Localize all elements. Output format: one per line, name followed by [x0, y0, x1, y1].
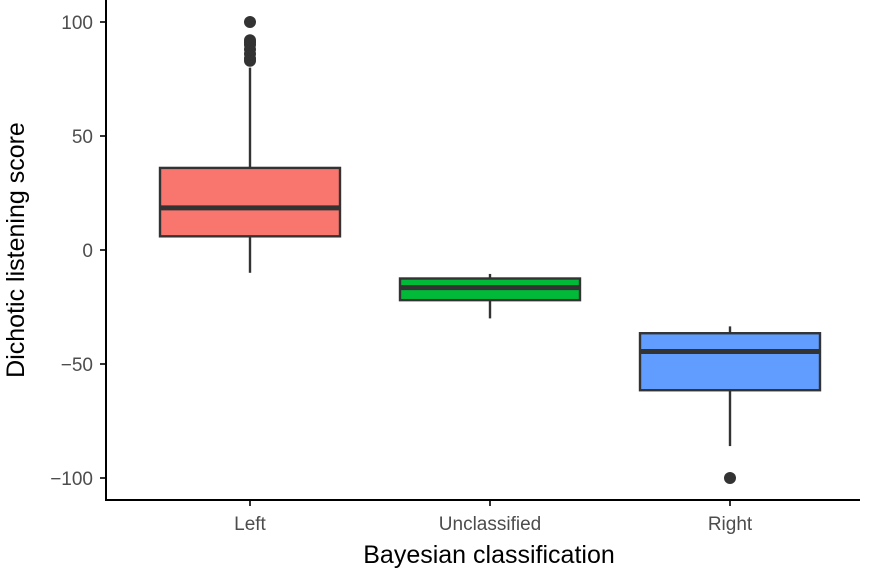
x-tick-label: Right: [708, 514, 753, 535]
boxes-layer: [158, 16, 822, 484]
outlier-point: [244, 34, 256, 47]
box-group-unclassified: [398, 273, 582, 319]
box-iqr: [158, 166, 342, 238]
y-tick-label: −50: [61, 355, 93, 376]
x-tick-label: Left: [234, 514, 266, 535]
y-axis-title: Dichotic listening score: [2, 122, 30, 378]
x-tick-label: Unclassified: [439, 514, 541, 535]
y-axis-ticks: 100 50 0 −50 −100: [50, 13, 106, 490]
y-tick-label: 50: [72, 127, 93, 148]
y-tick-label: 100: [61, 13, 93, 34]
box-group-left: [158, 16, 342, 273]
outlier-point: [244, 16, 256, 28]
box-group-right: [638, 326, 822, 484]
outlier-point: [724, 472, 736, 484]
y-tick-label: 0: [82, 241, 93, 262]
x-axis-ticks: Left Unclassified Right: [234, 500, 753, 535]
x-axis-title: Bayesian classification: [363, 541, 615, 569]
box-iqr: [638, 332, 822, 392]
y-tick-label: −100: [50, 469, 93, 490]
